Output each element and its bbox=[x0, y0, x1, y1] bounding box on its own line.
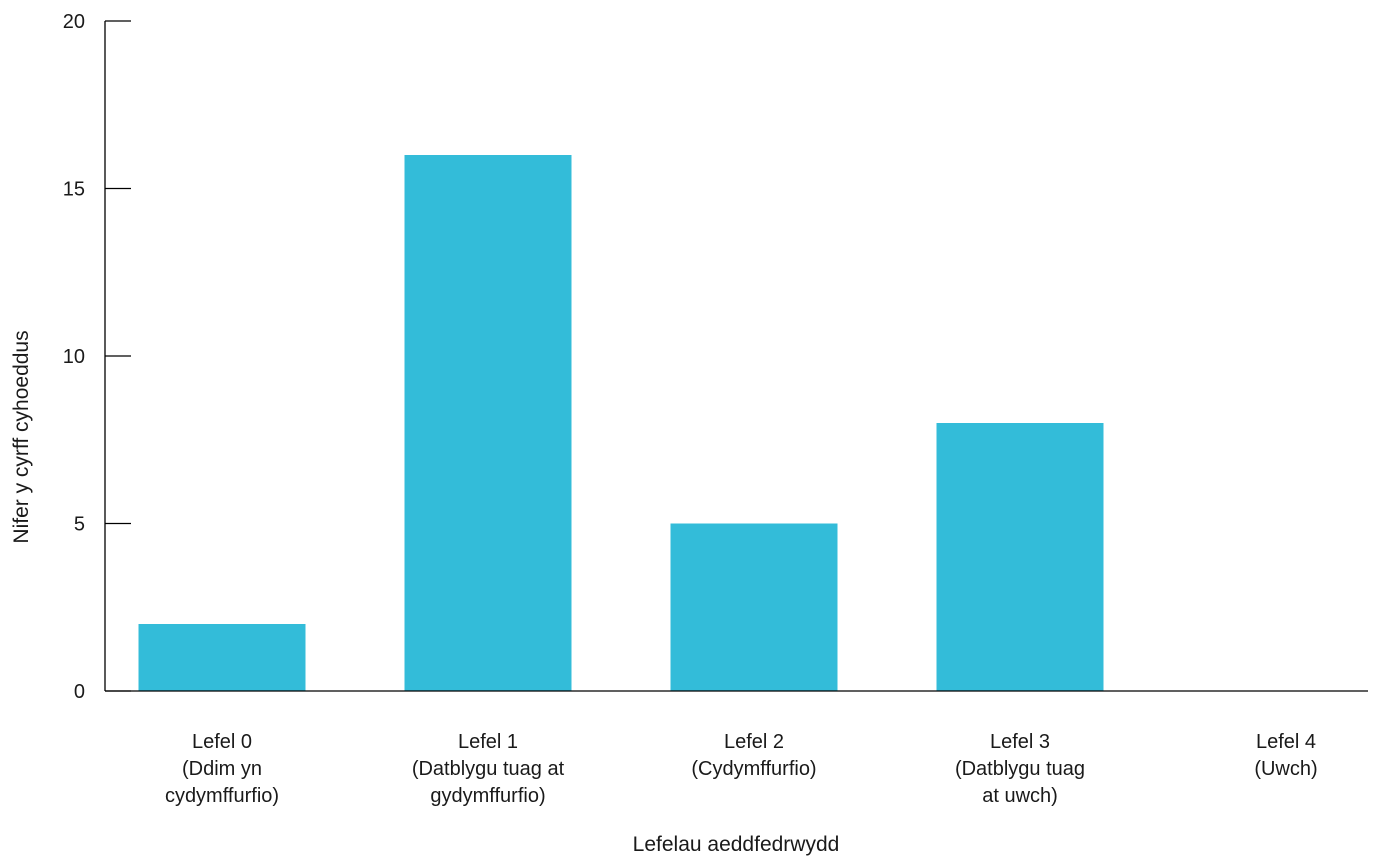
x-category-label-2: Lefel 2 (Cydymffurfio) bbox=[691, 731, 816, 780]
x-category-label-line: Lefel 1 bbox=[458, 731, 518, 753]
bar-level-3 bbox=[936, 423, 1104, 691]
x-category-label-line: (Cydymffurfio) bbox=[691, 758, 816, 780]
x-category-label-line: at uwch) bbox=[982, 785, 1058, 807]
bars bbox=[138, 155, 1104, 691]
x-category-label-3: Lefel 3 (Datblygu tuag at uwch) bbox=[955, 731, 1085, 807]
y-tick-label: 20 bbox=[63, 11, 85, 33]
bar-level-0 bbox=[138, 624, 306, 691]
x-category-label-line: (Datblygu tuag bbox=[955, 758, 1085, 780]
x-axis-category-labels: Lefel 0 (Ddim yn cydymffurfio) Lefel 1 (Datb… bbox=[165, 731, 1318, 807]
x-category-label-line: (Ddim yn bbox=[182, 758, 262, 780]
bar-level-1 bbox=[404, 155, 572, 691]
x-category-label-line: cydymffurfio) bbox=[165, 785, 279, 807]
x-category-label-line: Lefel 4 bbox=[1256, 731, 1316, 753]
y-axis-ticks: 0 5 10 15 20 bbox=[63, 11, 131, 703]
x-category-label-line: (Uwch) bbox=[1254, 758, 1317, 780]
y-tick-label: 15 bbox=[63, 179, 85, 201]
x-category-label-1: Lefel 1 (Datblygu tuag at gydymffurfio) bbox=[412, 731, 565, 807]
y-tick-label: 10 bbox=[63, 346, 85, 368]
x-category-label-line: Lefel 0 bbox=[192, 731, 252, 753]
y-tick-label: 0 bbox=[74, 681, 85, 703]
x-category-label-line: Lefel 2 bbox=[724, 731, 784, 753]
x-category-label-line: gydymffurfio) bbox=[430, 785, 545, 807]
bar-level-2 bbox=[670, 523, 838, 691]
x-category-label-line: Lefel 3 bbox=[990, 731, 1050, 753]
x-category-label-0: Lefel 0 (Ddim yn cydymffurfio) bbox=[165, 731, 279, 807]
x-category-label-4: Lefel 4 (Uwch) bbox=[1254, 731, 1317, 780]
x-category-label-line: (Datblygu tuag at bbox=[412, 758, 565, 780]
y-tick-label: 5 bbox=[74, 514, 85, 536]
y-axis-title: Nifer y cyrff cyhoeddus bbox=[10, 330, 33, 543]
x-axis-title: Lefelau aeddfedrwydd bbox=[633, 833, 840, 856]
